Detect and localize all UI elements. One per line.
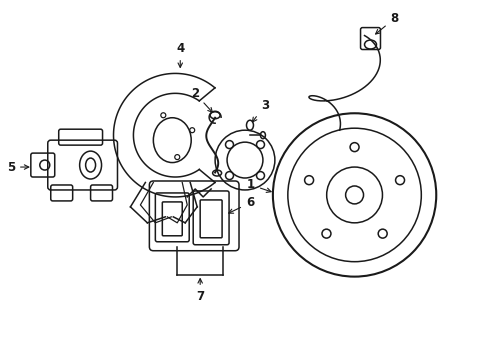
Text: 5: 5 [7,161,29,174]
Text: 7: 7 [196,279,204,303]
Text: 6: 6 [228,197,254,213]
Text: 3: 3 [252,99,268,122]
Text: 1: 1 [246,179,270,192]
Text: 2: 2 [191,87,212,112]
Text: 8: 8 [375,12,398,34]
Text: 4: 4 [176,42,184,67]
